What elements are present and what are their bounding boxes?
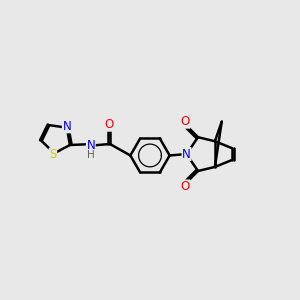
Text: H: H bbox=[88, 150, 95, 160]
Text: S: S bbox=[49, 148, 57, 161]
Text: O: O bbox=[104, 118, 114, 131]
Text: N: N bbox=[86, 139, 95, 152]
Text: N: N bbox=[62, 120, 71, 133]
Text: O: O bbox=[181, 180, 190, 193]
Text: O: O bbox=[181, 115, 190, 128]
Text: N: N bbox=[182, 148, 191, 160]
